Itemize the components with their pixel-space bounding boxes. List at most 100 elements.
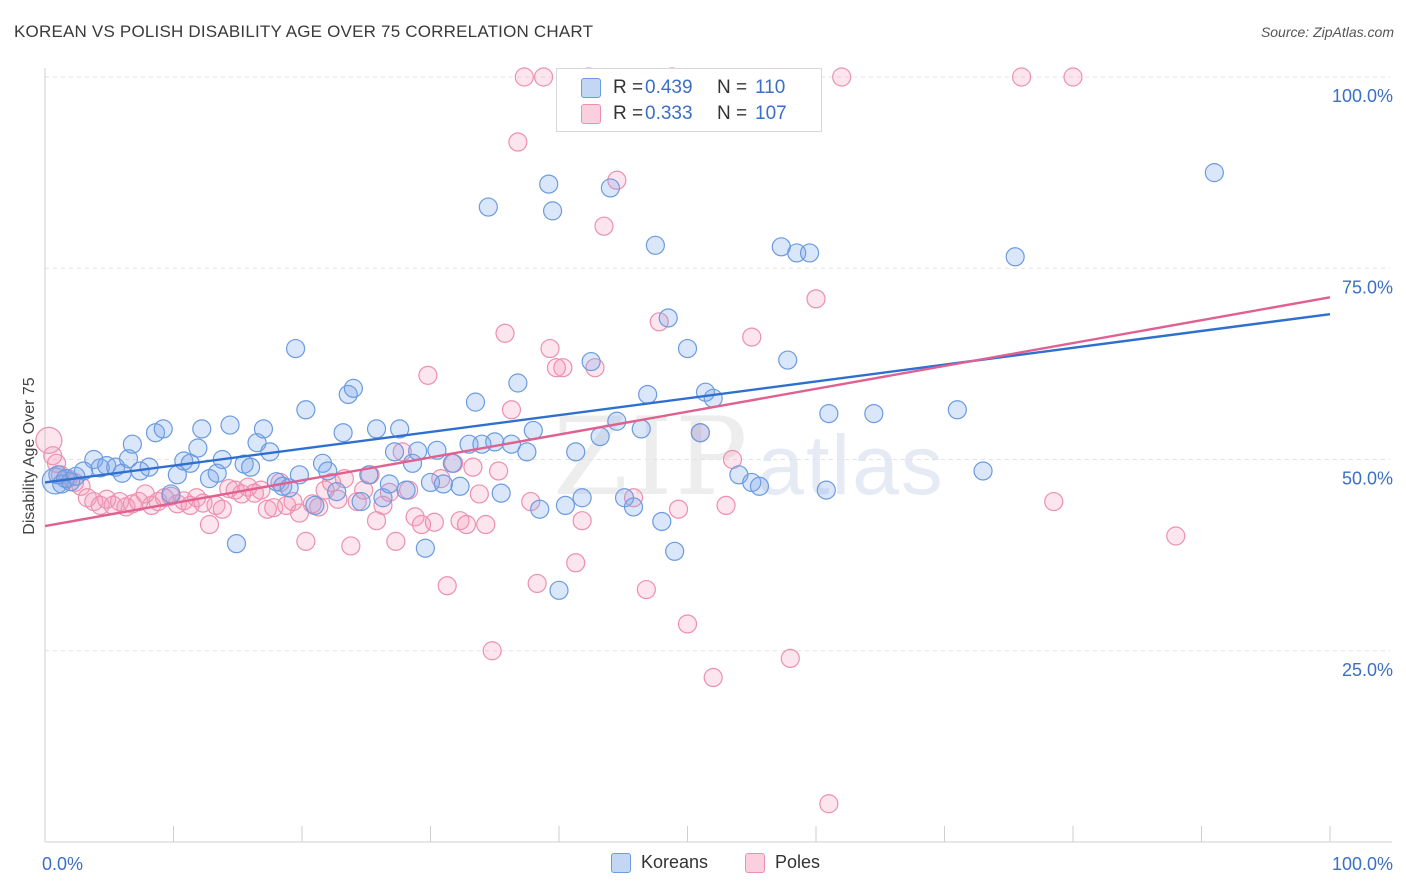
koreans-point <box>433 474 453 494</box>
poles-point <box>594 216 614 236</box>
poles-point <box>501 400 522 420</box>
koreans-point <box>581 351 601 372</box>
koreans-point <box>305 495 325 515</box>
koreans-point <box>947 400 967 420</box>
koreans-point <box>677 338 698 359</box>
poles-point <box>508 132 528 152</box>
koreans-point <box>645 235 665 255</box>
legend-item-poles: Poles <box>745 852 820 873</box>
koreans-point <box>623 497 644 517</box>
n-label: N = <box>717 103 748 124</box>
poles-point <box>1063 67 1083 87</box>
koreans-point <box>508 373 528 393</box>
koreans-point <box>517 442 537 462</box>
koreans-point <box>450 476 470 496</box>
poles-point <box>386 531 406 551</box>
koreans-point <box>530 499 550 519</box>
x-tick-label: 100.0% <box>1332 854 1393 874</box>
poles-point <box>553 358 573 378</box>
poles-point <box>527 573 547 594</box>
legend-label-poles: Poles <box>775 852 821 872</box>
koreans-point <box>607 411 627 431</box>
koreans-point <box>590 426 610 447</box>
koreans-point <box>343 378 363 398</box>
poles-point <box>533 67 554 87</box>
poles-point <box>668 499 689 519</box>
koreans-point <box>600 178 621 198</box>
koreans-point <box>799 243 820 263</box>
koreans-points <box>41 163 1224 600</box>
poles-point <box>489 461 509 481</box>
koreans-point <box>631 419 651 439</box>
poles-point <box>495 323 515 343</box>
koreans-point <box>161 484 181 504</box>
koreans-point <box>549 580 569 600</box>
koreans-trend-line <box>44 312 1331 484</box>
chart-title: KOREAN VS POLISH DISABILITY AGE OVER 75 … <box>14 22 594 41</box>
koreans-point <box>61 472 81 492</box>
poles-point <box>469 484 489 504</box>
koreans-point <box>491 483 511 503</box>
y-tick-label: 50.0% <box>1342 469 1393 489</box>
y-tick-label: 25.0% <box>1342 660 1393 680</box>
koreans-point <box>778 350 798 370</box>
koreans-point <box>465 392 486 412</box>
koreans-point <box>703 388 723 408</box>
watermark-atlas: atlas <box>757 418 945 512</box>
koreans-point <box>864 404 884 424</box>
koreans-point <box>122 434 142 454</box>
koreans-swatch <box>581 78 601 98</box>
r-value-poles: 0.333 <box>645 103 693 124</box>
koreans-legend-swatch <box>611 852 631 873</box>
tick-labels: 25.0% 50.0% 75.0% 100.0% 0.0% 100.0% <box>42 86 1393 874</box>
koreans-point <box>333 423 353 443</box>
poles-point <box>677 614 698 634</box>
watermark: ZIPatlas <box>553 395 945 520</box>
poles-point <box>572 511 592 531</box>
koreans-point <box>555 495 576 515</box>
koreans-point <box>539 174 559 194</box>
poles-point <box>780 648 800 669</box>
poles-point <box>424 512 444 532</box>
poles-point <box>514 67 534 87</box>
koreans-point <box>415 538 435 558</box>
koreans-point <box>690 423 710 443</box>
koreans-point <box>638 384 658 405</box>
n-value-koreans: 110 <box>755 77 786 98</box>
poles-point <box>1166 526 1186 546</box>
koreans-point <box>1005 247 1025 267</box>
poles-legend-swatch <box>745 852 765 873</box>
poles-point <box>566 553 586 573</box>
koreans-point <box>973 461 993 481</box>
koreans-point <box>572 488 592 508</box>
koreans-point <box>819 404 839 424</box>
poles-point <box>1011 67 1032 87</box>
stats-legend: R = 0.439 N = 110 R = 0.333 N = 107 <box>556 68 822 132</box>
poles-point <box>296 531 316 551</box>
koreans-point <box>296 400 316 420</box>
poles-point <box>463 457 483 477</box>
legend-label-koreans: Koreans <box>641 852 709 872</box>
poles-point <box>321 472 342 493</box>
koreans-point <box>523 420 543 441</box>
poles-point <box>703 667 723 688</box>
poles-point <box>456 514 477 535</box>
poles-point <box>212 499 232 519</box>
koreans-point <box>366 419 387 439</box>
koreans-point <box>652 511 672 532</box>
poles-swatch <box>581 104 601 124</box>
koreans-point <box>253 419 274 439</box>
poles-point <box>832 67 852 87</box>
poles-point <box>341 536 361 556</box>
poles-point <box>257 499 277 519</box>
poles-point <box>476 514 496 535</box>
series-legend: Koreans Poles <box>0 852 1406 878</box>
koreans-point <box>566 442 586 462</box>
y-tick-label: 100.0% <box>1332 86 1393 106</box>
koreans-point <box>442 453 462 473</box>
watermark-zip: ZIP <box>553 395 750 520</box>
y-axis-label: Disability Age Over 75 <box>21 377 38 535</box>
poles-point <box>328 489 348 509</box>
legend-row-poles: R = 0.333 N = 107 <box>581 101 787 127</box>
poles-point <box>405 507 425 527</box>
